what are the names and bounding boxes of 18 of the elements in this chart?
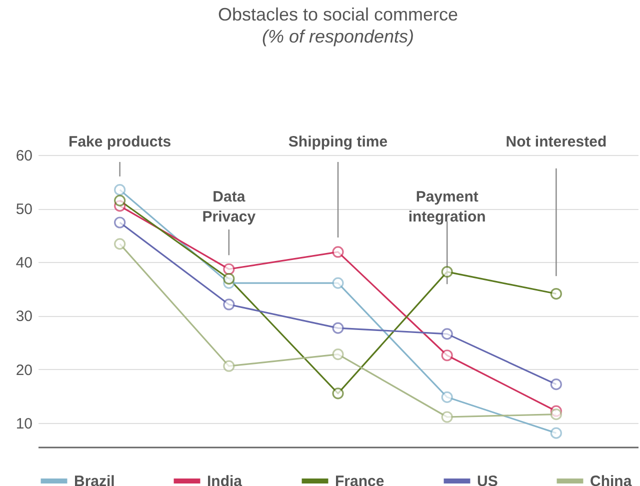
x-tick-label: Payment integration [408, 188, 486, 226]
x-tick-label: Fake products [68, 134, 172, 151]
y-tick-label: 20 [16, 362, 32, 379]
legend-label: China [590, 473, 632, 486]
legend-label: Brazil [74, 473, 115, 486]
legend-label: India [207, 473, 243, 486]
x-tick-label: Shipping time [288, 134, 388, 151]
y-tick-label: 30 [16, 308, 32, 326]
chart-title: Obstacles to social commerce [218, 4, 458, 25]
legend-label: France [335, 473, 384, 486]
chart-subtitle: (% of respondents) [262, 26, 414, 47]
x-tick-label: Data Privacy [202, 188, 256, 226]
x-tick-label: Not interested [506, 134, 607, 151]
legend-label: US [477, 473, 498, 486]
y-tick-label: 50 [16, 201, 32, 218]
y-tick-label: 60 [16, 148, 32, 164]
y-tick-label: 10 [16, 415, 32, 432]
y-tick-label: 40 [16, 254, 32, 272]
